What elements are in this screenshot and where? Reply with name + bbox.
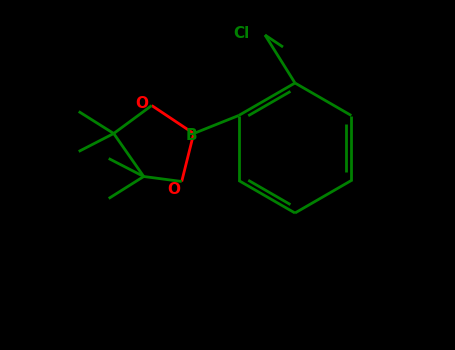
Text: B: B xyxy=(186,128,197,143)
Text: O: O xyxy=(135,96,148,111)
Text: O: O xyxy=(167,182,180,197)
Text: Cl: Cl xyxy=(233,26,249,41)
